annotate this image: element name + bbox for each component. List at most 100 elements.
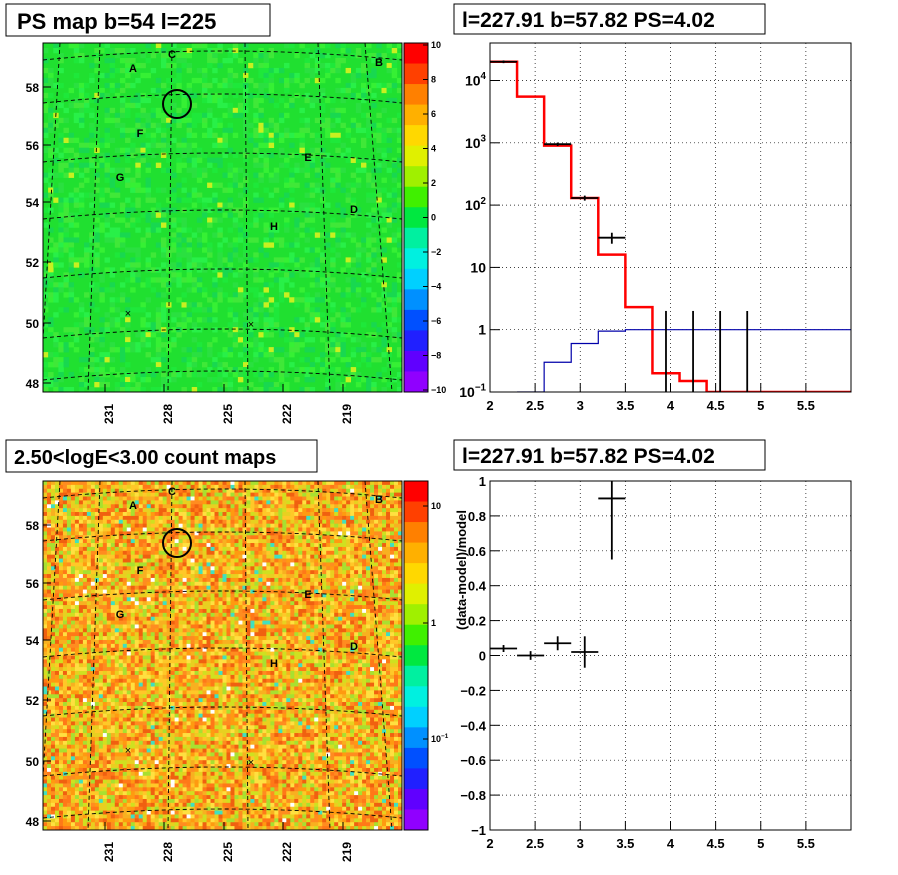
map-pixel	[106, 686, 112, 691]
map-pixel	[106, 488, 112, 493]
map-pixel	[130, 779, 136, 784]
map-pixel	[110, 651, 116, 656]
map-pixel	[145, 217, 151, 223]
map-pixel	[130, 484, 136, 490]
map-pixel	[54, 504, 60, 509]
map-pixel	[138, 512, 144, 517]
map-pixel	[104, 187, 110, 193]
map-pixel	[99, 272, 105, 278]
map-pixel	[319, 367, 326, 373]
map-pixel	[237, 237, 244, 243]
longitude-line	[167, 43, 173, 392]
map-pixel	[171, 327, 177, 333]
map-pixel	[99, 362, 105, 368]
map-pixel	[118, 508, 124, 513]
map-pixel	[160, 277, 167, 283]
map-pixel	[237, 107, 244, 114]
map-pixel	[98, 795, 104, 800]
map-pixel	[62, 500, 68, 505]
map-pixel	[330, 282, 336, 288]
map-pixel	[309, 262, 316, 268]
map-pixel	[278, 372, 285, 378]
map-pixel	[253, 182, 259, 188]
map-pixel	[130, 508, 136, 513]
map-pixel	[70, 523, 76, 528]
map-pixel	[74, 822, 80, 827]
map-pixel	[263, 322, 269, 328]
map-pixel	[268, 132, 275, 139]
map-pixel	[160, 307, 167, 313]
map-pixel	[125, 382, 131, 388]
map-pixel	[70, 709, 76, 714]
map-pixel	[118, 589, 124, 594]
map-pixel	[134, 585, 140, 590]
map-pixel	[330, 327, 336, 333]
map-pixel	[158, 504, 163, 509]
map-pixel	[90, 558, 96, 563]
map-pixel	[46, 558, 52, 563]
map-pixel	[166, 197, 172, 203]
map-pixel	[90, 822, 96, 827]
map-pixel	[350, 352, 357, 358]
map-pixel	[62, 574, 68, 579]
map-pixel	[309, 347, 316, 353]
map-pixel	[366, 52, 372, 59]
map-pixel	[201, 77, 208, 84]
map-pixel	[355, 362, 362, 368]
map-pixel	[314, 292, 321, 298]
map-pixel	[135, 147, 141, 153]
map-pixel	[125, 57, 131, 64]
map-pixel	[126, 725, 132, 730]
map-pixel	[58, 651, 64, 656]
map-pixel	[98, 628, 104, 633]
map-pixel	[243, 362, 249, 368]
map-pixel	[345, 357, 352, 363]
map-pixel	[126, 767, 132, 773]
map-pixel	[196, 242, 203, 248]
map-pixel	[62, 779, 68, 784]
map-pixel	[146, 624, 151, 629]
map-pixel	[82, 539, 88, 544]
map-pixel	[58, 372, 64, 378]
palette-tick-label: −10	[431, 385, 446, 395]
map-pixel	[102, 546, 108, 552]
map-pixel	[63, 347, 69, 353]
map-pixel	[98, 612, 104, 618]
map-pixel	[212, 92, 218, 99]
map-pixel	[70, 725, 76, 730]
map-pixel	[58, 515, 64, 521]
map-pixel	[145, 197, 151, 203]
map-pixel	[134, 508, 140, 513]
map-pixel	[134, 744, 140, 749]
map-pixel	[114, 659, 120, 664]
map-pixel	[58, 535, 64, 540]
map-pixel	[243, 177, 249, 183]
map-pixel	[201, 72, 208, 79]
map-pixel	[94, 581, 100, 586]
map-pixel	[186, 247, 193, 253]
map-pixel	[43, 775, 48, 780]
map-pixel	[243, 342, 249, 348]
map-pixel	[176, 267, 182, 273]
palette-band	[404, 371, 428, 393]
map-pixel	[58, 632, 64, 637]
map-pixel	[134, 539, 140, 544]
map-pixel	[160, 342, 167, 348]
map-pixel	[43, 628, 48, 633]
map-pixel	[253, 277, 259, 283]
map-pixel	[86, 554, 92, 559]
map-pixel	[146, 492, 151, 497]
map-pixel	[201, 197, 208, 203]
map-pixel	[154, 717, 159, 722]
map-pixel	[43, 577, 48, 583]
map-pixel	[217, 367, 223, 373]
map-pixel	[154, 620, 159, 625]
map-pixel	[371, 237, 377, 243]
map-pixel	[150, 636, 155, 641]
map-pixel	[150, 512, 155, 517]
map-pixel	[58, 702, 64, 707]
map-pixel	[154, 682, 159, 687]
map-pixel	[94, 694, 100, 699]
map-pixel	[268, 242, 275, 248]
map-pixel	[314, 172, 321, 178]
